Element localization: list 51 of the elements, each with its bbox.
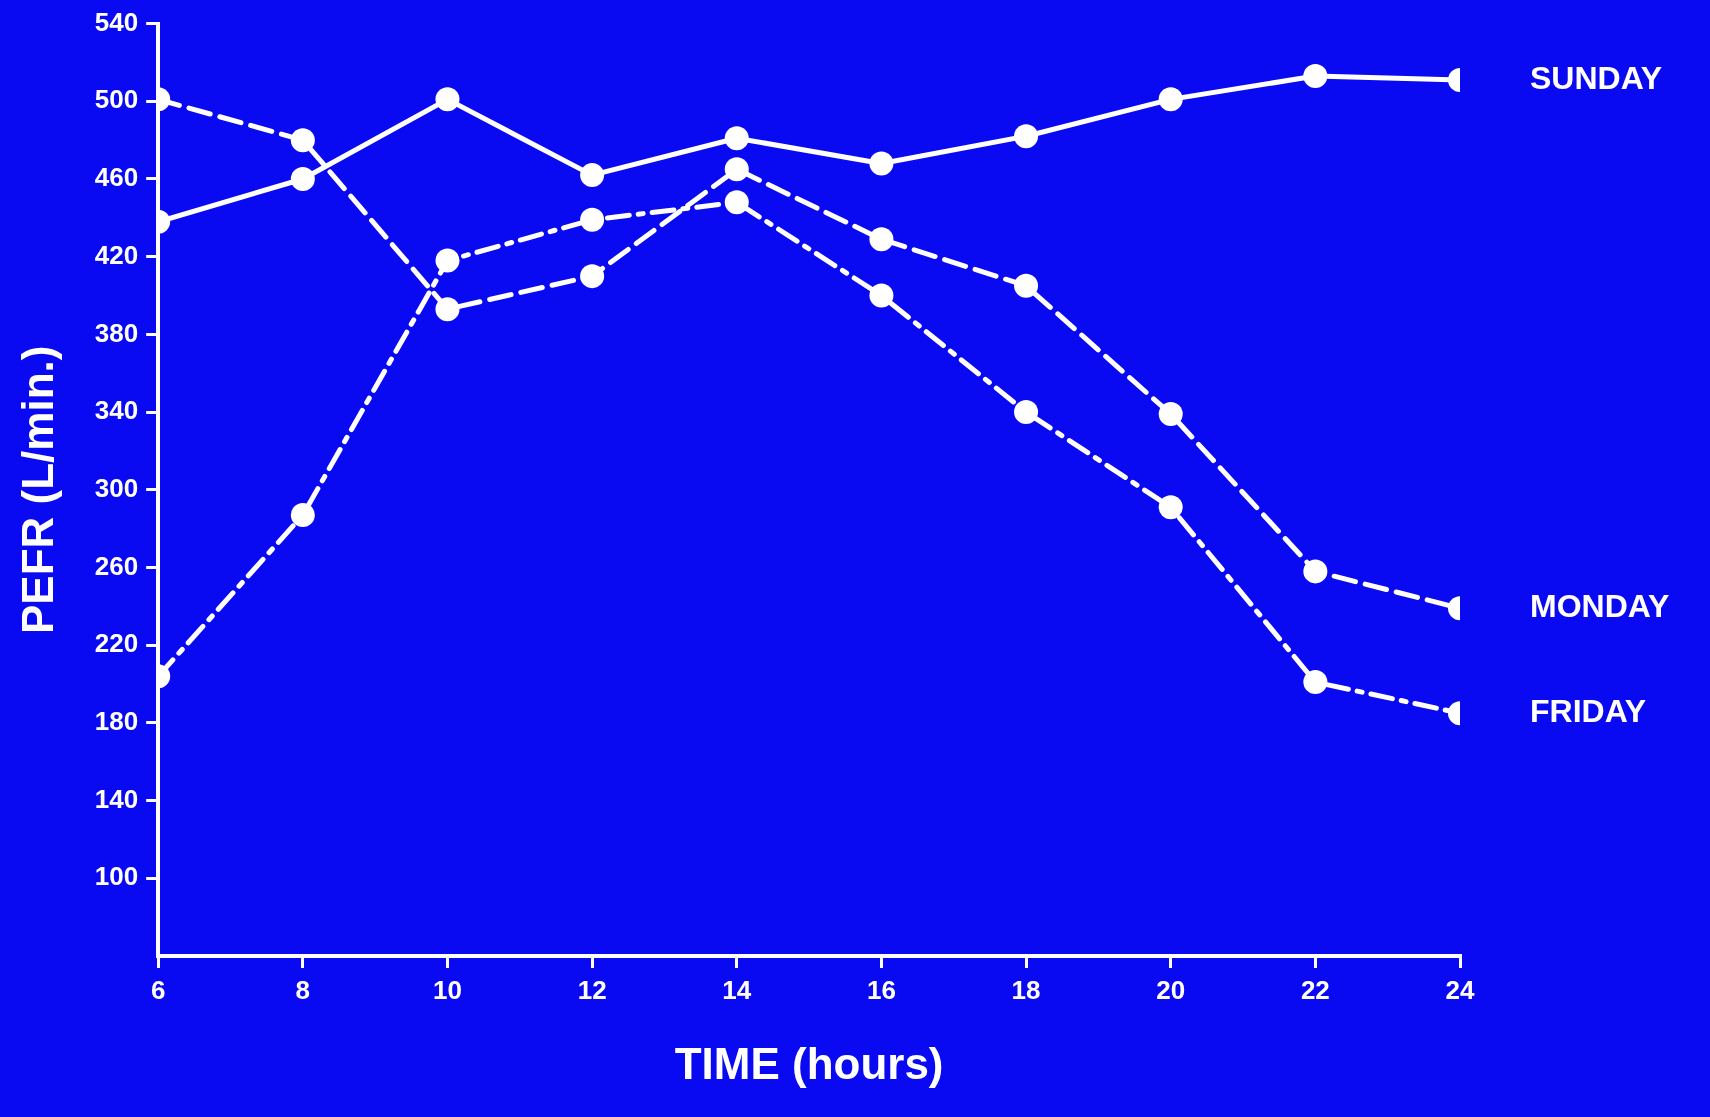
point: [1303, 64, 1328, 89]
y-tick-label: 260: [94, 550, 139, 581]
y-tick-label: 340: [94, 395, 139, 426]
y-tick-label: 100: [94, 861, 139, 892]
point: [580, 207, 605, 232]
point: [580, 264, 605, 289]
x-tick-label: 22: [1300, 974, 1330, 1005]
point: [1158, 87, 1183, 112]
point: [1014, 400, 1039, 425]
y-tick-label: 500: [94, 84, 139, 115]
point: [1303, 559, 1328, 584]
point: [869, 227, 894, 252]
point: [724, 126, 749, 151]
series-label: SUNDAY: [1530, 59, 1663, 96]
point: [1303, 670, 1328, 695]
x-axis-title: TIME (hours): [674, 1038, 944, 1088]
point: [290, 167, 315, 191]
point: [290, 128, 315, 153]
point: [869, 283, 894, 308]
y-tick-label: 300: [94, 472, 139, 503]
point: [1158, 402, 1183, 427]
y-tick-label: 420: [94, 239, 139, 270]
y-tick-label: 380: [94, 317, 139, 348]
point: [869, 151, 894, 176]
point: [1158, 495, 1183, 520]
point: [1014, 273, 1039, 298]
point: [724, 190, 749, 215]
y-tick-label: 220: [94, 628, 139, 659]
x-tick-label: 16: [866, 974, 896, 1005]
point: [435, 87, 460, 112]
x-tick-label: 24: [1445, 974, 1475, 1005]
x-tick-label: 20: [1156, 974, 1186, 1005]
y-tick-label: 140: [94, 783, 139, 814]
point: [290, 503, 315, 528]
y-tick-label: 180: [94, 706, 139, 737]
point: [1014, 124, 1039, 149]
point: [580, 163, 605, 188]
series-label: FRIDAY: [1530, 693, 1647, 730]
point: [435, 297, 460, 322]
point: [724, 157, 749, 182]
x-tick-label: 18: [1011, 974, 1041, 1005]
x-tick-label: 6: [150, 974, 166, 1005]
series-label: MONDAY: [1530, 588, 1670, 625]
y-tick-label: 460: [94, 162, 139, 193]
y-tick-label: 540: [94, 6, 139, 37]
y-axis-title: PEFR (L/min.): [12, 345, 62, 635]
x-tick-label: 8: [295, 974, 311, 1005]
x-tick-label: 10: [433, 974, 462, 1005]
point: [435, 248, 460, 273]
x-tick-label: 14: [722, 974, 752, 1005]
x-tick-label: 12: [577, 974, 607, 1005]
